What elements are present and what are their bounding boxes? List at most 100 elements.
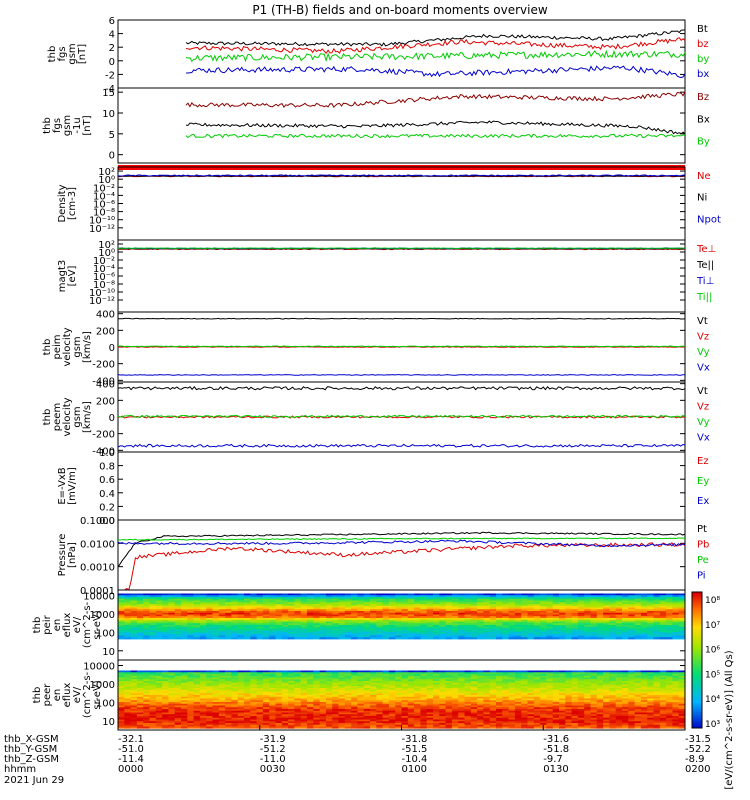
peer-cell	[603, 689, 610, 692]
peer-cell	[571, 703, 579, 706]
peir-cell	[565, 595, 572, 598]
peir-cell	[351, 612, 358, 615]
peer-cell	[546, 686, 554, 689]
peer-cell	[628, 709, 635, 712]
peir-cell	[130, 621, 138, 624]
peir-cell	[640, 600, 648, 603]
peir-cell	[622, 633, 629, 636]
peer-cell	[672, 695, 680, 698]
density-ytick-label: 10⁻⁶	[93, 200, 115, 211]
peer-cell	[225, 679, 232, 682]
peir-cell	[672, 614, 680, 617]
peir-cell	[206, 600, 213, 603]
peer-cell	[546, 698, 554, 701]
peer-cell	[596, 689, 604, 692]
peir-cell	[559, 637, 566, 640]
peir-cell	[130, 623, 138, 626]
peir-cell	[640, 616, 648, 619]
peer-cell	[363, 681, 371, 684]
peir-cell	[357, 618, 365, 621]
peir-cell	[527, 600, 535, 603]
temp-ytick-label: 10⁻⁴	[93, 264, 115, 275]
peer-cell	[250, 702, 257, 705]
peir-cell	[401, 625, 409, 628]
peir-cell	[395, 635, 402, 638]
peer-cell	[187, 695, 194, 698]
peer-cell	[420, 700, 428, 703]
peir-cell	[489, 612, 497, 615]
peir-cell	[483, 604, 491, 607]
peir-cell	[256, 621, 264, 624]
peer-cell	[546, 700, 554, 703]
peer-cell	[502, 689, 509, 692]
peir-cell	[609, 602, 617, 605]
peir-cell	[628, 619, 635, 622]
peir-cell	[678, 595, 686, 598]
peir-cell	[206, 605, 213, 608]
peer-cell	[590, 677, 598, 680]
peir-cell	[181, 614, 188, 617]
peir-cell	[666, 611, 673, 614]
peer-cell	[181, 696, 188, 699]
peer-cell	[672, 703, 680, 706]
peer-cell	[552, 707, 560, 710]
peir-cell	[451, 595, 459, 598]
peir-cell	[395, 593, 402, 596]
peer-cell	[332, 686, 339, 689]
peer-cell	[470, 682, 478, 685]
peir-cell	[136, 626, 144, 629]
peer-cell	[269, 695, 276, 698]
peir-cell	[565, 609, 572, 612]
peer-cell	[294, 674, 302, 677]
peer-cell	[489, 672, 497, 675]
peer-cell	[477, 684, 484, 687]
peir-cell	[174, 626, 182, 629]
peer-cell	[231, 707, 239, 710]
peir-cell	[130, 616, 138, 619]
peir-cell	[162, 626, 169, 629]
peir-cell	[451, 607, 459, 610]
peir-cell	[401, 614, 409, 617]
peir-cell	[653, 609, 661, 612]
peir-cell	[596, 604, 604, 607]
peer-cell	[269, 709, 276, 712]
peir-cell	[502, 609, 509, 612]
peer-cell	[464, 670, 472, 673]
peer-cell	[420, 714, 428, 717]
peir-cell	[609, 626, 617, 629]
peer-cell	[577, 696, 585, 699]
peer-cell	[628, 672, 635, 675]
peir-cell	[174, 600, 182, 603]
peer-cell	[256, 693, 264, 696]
peir-cell	[489, 614, 497, 617]
peer-cell	[496, 677, 503, 680]
peer-cell	[527, 707, 535, 710]
fgs2-legend-1: Bx	[697, 114, 710, 125]
peer-cell	[445, 712, 453, 715]
peir-cell	[426, 628, 434, 631]
peir-cell	[168, 637, 176, 640]
peir-cell	[552, 616, 560, 619]
peer-cell	[370, 712, 377, 715]
peir-cell	[546, 609, 554, 612]
peer-cell	[640, 703, 648, 706]
peir-cell	[489, 605, 497, 608]
peer-cell	[269, 684, 276, 687]
peir-cell	[357, 635, 365, 638]
peer-cell	[647, 714, 654, 717]
peer-ytick-label: 1000	[90, 680, 115, 691]
peir-cell	[174, 630, 182, 633]
peer-cell	[244, 681, 251, 684]
peer-cell	[237, 681, 245, 684]
peir-cell	[244, 619, 251, 622]
peer-cell	[666, 691, 673, 694]
peir-cell	[124, 635, 131, 638]
peir-cell	[470, 611, 478, 614]
peir-cell	[615, 612, 623, 615]
peir-cell	[659, 614, 667, 617]
peir-cell	[527, 623, 535, 626]
peir-cell	[376, 605, 383, 608]
peer-cell	[155, 682, 163, 685]
peir-cell	[401, 619, 409, 622]
peer-cell	[546, 695, 554, 698]
